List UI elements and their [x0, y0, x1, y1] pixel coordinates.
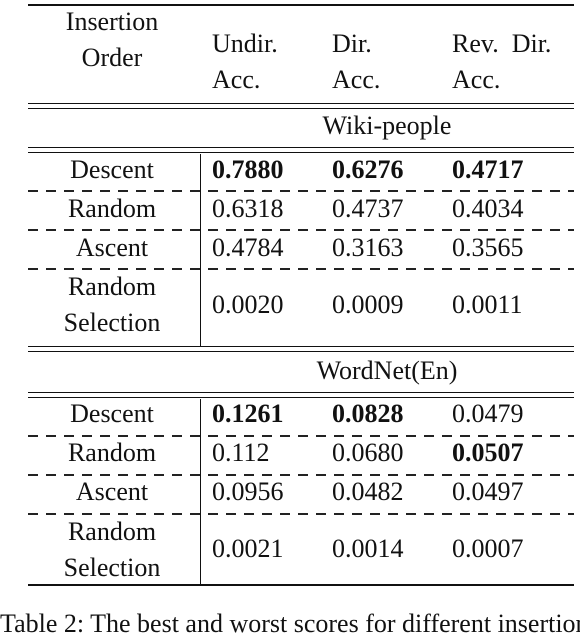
section1-vertical-rule: [200, 154, 201, 346]
table-cell: 0.0011: [452, 290, 523, 319]
table-cell: 0.0680: [332, 438, 404, 467]
row-dashed-divider: [28, 513, 574, 515]
table-cell: 0.0007: [452, 534, 524, 563]
table-cell: 0.0009: [332, 290, 404, 319]
row-label: Random: [67, 438, 157, 467]
header-col1-line1: Undir.: [212, 29, 278, 58]
table-cell: 0.3565: [452, 233, 524, 262]
header-col1-line2: Acc.: [212, 65, 261, 94]
section-title-wiki-people: Wiki-people: [322, 111, 452, 140]
section2-double-rule-bottom: [28, 397, 574, 398]
section2-vertical-rule: [200, 399, 201, 586]
header-insertion-order: Insertion Order: [28, 4, 196, 76]
section1-end-double-rule-top: [28, 346, 574, 347]
section1-double-rule-top: [28, 147, 574, 148]
table-bottom-rule: [28, 584, 574, 586]
table-cell: 0.6276: [332, 155, 404, 184]
table-cell: 0.0014: [332, 534, 404, 563]
row-dashed-divider: [28, 474, 574, 476]
row-label: Random Selection: [28, 514, 196, 586]
header-col2-line2: Acc.: [332, 65, 381, 94]
row-dashed-divider: [28, 229, 574, 231]
table-cell: 0.0828: [332, 399, 404, 428]
section2-double-rule-top: [28, 392, 574, 393]
row-label-line2: Selection: [63, 308, 161, 337]
header-directed-accuracy: Dir. Acc.: [332, 26, 380, 98]
table-cell: 0.3163: [332, 233, 404, 262]
table-cell: 0.4717: [452, 155, 524, 184]
section1-end-double-rule-bottom: [28, 351, 574, 352]
row-dashed-divider: [28, 435, 574, 437]
table-caption: Table 2: The best and worst scores for d…: [0, 609, 580, 638]
section-title-wordnet-en: WordNet(En): [316, 356, 458, 385]
table-cell: 0.112: [212, 438, 270, 467]
table-cell: 0.1261: [212, 399, 284, 428]
table-cell: 0.0020: [212, 290, 284, 319]
table-top-rule: [28, 4, 574, 6]
table-cell: 0.0507: [452, 438, 524, 467]
results-table: Insertion Order Undir. Acc. Dir. Acc. Re…: [28, 4, 574, 586]
header-reverse-directed-accuracy: Rev. Dir. Acc.: [452, 26, 551, 98]
header-undirected-accuracy: Undir. Acc.: [212, 26, 278, 98]
row-label-line2: Selection: [63, 553, 161, 582]
row-label-line1: Random: [67, 517, 157, 546]
table-cell: 0.0479: [452, 399, 524, 428]
table-cell: 0.0956: [212, 477, 284, 506]
header-double-rule-bottom: [28, 108, 574, 109]
table-cell: 0.7880: [212, 155, 284, 184]
table-cell: 0.4737: [332, 194, 404, 223]
section1-double-rule-bottom: [28, 152, 574, 153]
row-label-line1: Random: [67, 272, 157, 301]
table-cell: 0.4784: [212, 233, 284, 262]
table-cell: 0.0021: [212, 534, 284, 563]
header-col0-line2: Order: [81, 43, 143, 72]
header-double-rule-top: [28, 103, 574, 104]
row-label: Descent: [70, 155, 154, 184]
table-cell: 0.0482: [332, 477, 404, 506]
row-label: Ascent: [75, 233, 149, 262]
header-col3-line2: Acc.: [452, 65, 501, 94]
row-label: Random Selection: [28, 269, 196, 341]
header-col0-line1: Insertion: [65, 7, 159, 36]
row-dashed-divider: [28, 190, 574, 192]
header-col2-line1: Dir.: [332, 29, 372, 58]
row-label: Descent: [70, 399, 154, 428]
row-dashed-divider: [28, 268, 574, 270]
row-label: Ascent: [75, 477, 149, 506]
row-label: Random: [67, 194, 157, 223]
header-col3-line1: Rev. Dir.: [452, 29, 552, 58]
table-cell: 0.6318: [212, 194, 284, 223]
table-cell: 0.0497: [452, 477, 524, 506]
table-cell: 0.4034: [452, 194, 524, 223]
